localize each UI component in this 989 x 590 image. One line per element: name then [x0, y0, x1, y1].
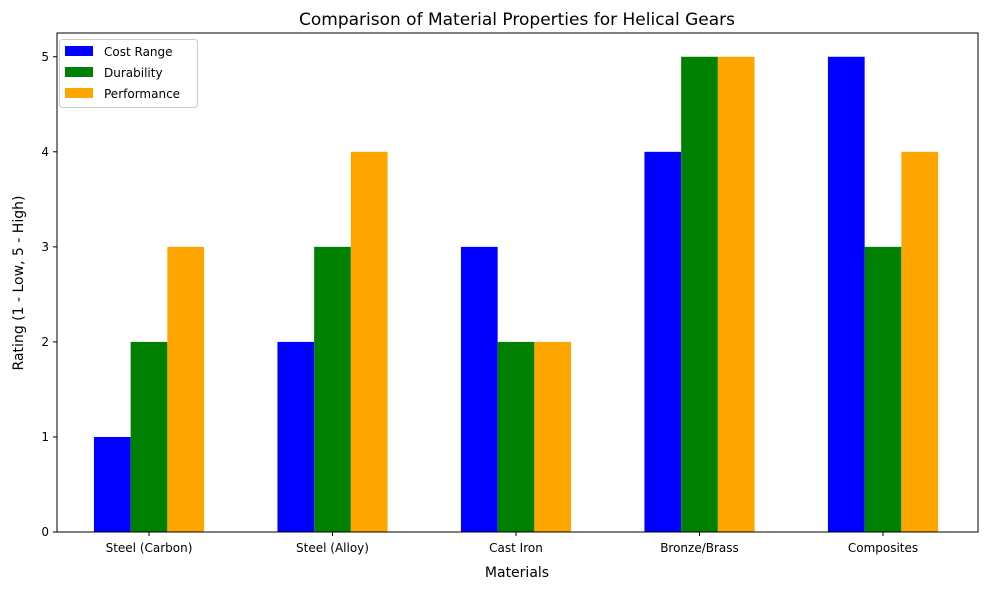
chart-title: Comparison of Material Properties for He…	[299, 10, 735, 30]
legend-label: Durability	[104, 66, 163, 80]
legend-box	[59, 39, 198, 108]
bar-durability	[130, 341, 168, 532]
x-tick-label: Cast Iron	[489, 541, 543, 555]
x-tick-label: Steel (Carbon)	[106, 541, 193, 555]
bar-durability	[864, 246, 902, 532]
legend-swatch	[65, 67, 93, 77]
bar-performance	[901, 151, 939, 533]
x-axis-label: Materials	[485, 565, 549, 581]
bar-performance	[534, 341, 572, 532]
y-axis-label: Rating (1 - Low, 5 - High)	[11, 196, 27, 371]
legend-swatch	[65, 88, 93, 98]
bar-cost-range	[460, 246, 498, 532]
plot-frame	[56, 32, 979, 533]
legend-label: Performance	[104, 87, 180, 101]
y-tick-label: 3	[41, 240, 49, 254]
bar-cost-range	[644, 151, 682, 533]
y-tick-label: 1	[41, 430, 49, 444]
legend-swatch	[65, 46, 93, 56]
y-tick-label: 2	[41, 335, 49, 349]
y-tick-label: 5	[41, 50, 49, 64]
bar-durability	[497, 341, 535, 532]
bar-cost-range	[277, 341, 315, 532]
x-tick-label: Composites	[848, 541, 918, 555]
y-tick-label: 4	[41, 145, 49, 159]
y-tick-label: 0	[41, 525, 49, 539]
bar-performance	[350, 151, 388, 533]
bar-performance	[717, 56, 755, 533]
bar-cost-range	[93, 436, 131, 532]
bar-durability	[314, 246, 351, 532]
bar-cost-range	[827, 56, 865, 533]
bar-durability	[681, 56, 718, 533]
x-tick-label: Steel (Alloy)	[296, 541, 369, 555]
bar-performance	[167, 246, 205, 532]
legend-label: Cost Range	[104, 45, 173, 59]
x-tick-label: Bronze/Brass	[660, 541, 739, 555]
